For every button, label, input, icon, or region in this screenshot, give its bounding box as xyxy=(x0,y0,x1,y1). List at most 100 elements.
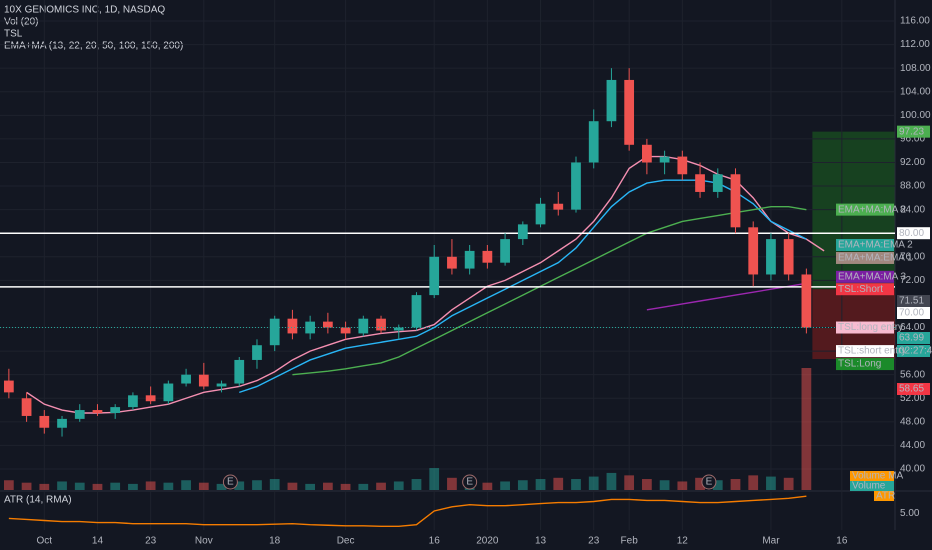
price-badge-label: EMA+MA:EMA 2 xyxy=(838,240,913,251)
candle-body xyxy=(482,250,493,263)
x-tick-label: 14 xyxy=(92,536,104,547)
volume-bar xyxy=(748,475,759,490)
price-badge-label: EMA+MA:MA 2 xyxy=(838,204,907,215)
volume-bar xyxy=(766,476,776,490)
price-badge-label: 97.23 xyxy=(899,126,924,137)
candle-body xyxy=(340,327,351,334)
volume-bar xyxy=(269,479,280,490)
candle-body xyxy=(252,345,262,360)
volume-bar xyxy=(588,476,599,490)
earnings-label: E xyxy=(706,477,713,488)
earnings-marker xyxy=(222,474,238,490)
x-tick-label: Mar xyxy=(762,536,780,547)
x-tick-label: Nov xyxy=(195,536,213,547)
candle-body xyxy=(216,383,227,387)
price-badge-label: TSL:Short xyxy=(838,284,883,295)
ma-line xyxy=(646,282,807,311)
pane-badge-label: Volume xyxy=(852,481,886,492)
volume-bar xyxy=(340,483,351,490)
y-tick-label: 84.00 xyxy=(900,204,925,215)
candle-body xyxy=(801,274,812,328)
candle-body xyxy=(110,407,121,413)
volume-bar xyxy=(801,368,812,490)
x-tick-label: 2020 xyxy=(476,536,499,547)
candle-body xyxy=(269,318,280,346)
price-badge-label: EMA+MA:EMA 1 xyxy=(838,253,913,264)
pane-badge xyxy=(850,481,894,491)
volume-bar xyxy=(624,475,635,490)
volume-bar xyxy=(21,482,32,490)
x-tick-label: Oct xyxy=(37,536,53,547)
candle-body xyxy=(748,227,759,275)
candle-body xyxy=(677,156,688,175)
candle-body xyxy=(766,239,776,275)
volume-bar xyxy=(553,477,564,490)
volume-bar xyxy=(783,477,794,490)
pane-badge xyxy=(850,471,894,481)
volume-bar xyxy=(517,480,528,490)
volume-bar xyxy=(642,479,652,490)
price-badge xyxy=(897,383,930,395)
price-badge xyxy=(836,321,894,334)
y-tick-label: 72.00 xyxy=(900,275,925,286)
price-badge xyxy=(897,345,930,357)
volume-bar xyxy=(234,481,245,490)
candle-body xyxy=(287,318,298,334)
candle-body xyxy=(695,174,705,192)
x-tick-label: 16 xyxy=(429,536,441,547)
price-badge-label: 71.51 xyxy=(899,296,924,307)
price-badge-label: EMA+MA:MA 3 xyxy=(838,271,907,282)
price-badge-label: 02:27:45 xyxy=(899,346,932,357)
candle-body xyxy=(500,239,510,263)
candle-body xyxy=(411,295,422,328)
candle-body xyxy=(712,174,723,192)
volume-bar xyxy=(110,482,121,490)
earnings-label: E xyxy=(227,477,234,488)
volume-bar xyxy=(74,482,85,490)
y-tick-label: 104.00 xyxy=(900,86,931,97)
price-badge-label: TSL:short entry xyxy=(838,346,906,357)
volume-bar xyxy=(695,477,705,490)
pane-badge-label: ATR xyxy=(876,491,895,502)
volume-bar xyxy=(376,482,386,490)
volume-bar xyxy=(482,482,493,490)
x-tick-label: 12 xyxy=(677,536,689,547)
volume-bar xyxy=(535,479,546,490)
price-badge xyxy=(897,307,930,319)
candle-body xyxy=(358,318,369,334)
volume-bar xyxy=(500,481,510,490)
candle-body xyxy=(57,418,67,428)
candle-body xyxy=(447,256,457,269)
pane-badge xyxy=(874,491,894,501)
ma-line xyxy=(26,155,825,414)
indicator: Vol (20) xyxy=(4,17,38,28)
y-tick-label: 48.00 xyxy=(900,416,925,427)
volume-bar xyxy=(39,483,50,490)
candle-body xyxy=(39,415,50,428)
volume-bar xyxy=(305,483,316,490)
volume-bar xyxy=(128,483,138,490)
price-badge xyxy=(836,358,894,371)
candle-body xyxy=(181,374,191,384)
candle-body xyxy=(606,79,617,122)
volume-bar xyxy=(163,482,174,490)
candle-body xyxy=(128,395,138,408)
candle-body xyxy=(163,383,174,402)
earnings-label: E xyxy=(466,477,473,488)
volume-bar xyxy=(411,479,422,490)
y-tick-label: 40.00 xyxy=(900,464,925,475)
y-tick-label: 76.00 xyxy=(900,251,925,262)
y-tick-label: 112.00 xyxy=(900,39,930,50)
volume-bar xyxy=(92,483,103,490)
y-tick-label: 52.00 xyxy=(900,393,925,404)
candle-body xyxy=(624,79,635,145)
candle-body xyxy=(571,162,581,210)
x-tick-label: 18 xyxy=(269,536,281,547)
price-badge-label: 70.00 xyxy=(899,308,924,319)
chart-title: 10X GENOMICS INC, 1D, NASDAQ xyxy=(4,5,165,16)
price-badge-label: 80.00 xyxy=(899,228,924,239)
volume-bar xyxy=(145,481,156,490)
candle-body xyxy=(642,144,652,163)
candle-body xyxy=(376,318,386,331)
